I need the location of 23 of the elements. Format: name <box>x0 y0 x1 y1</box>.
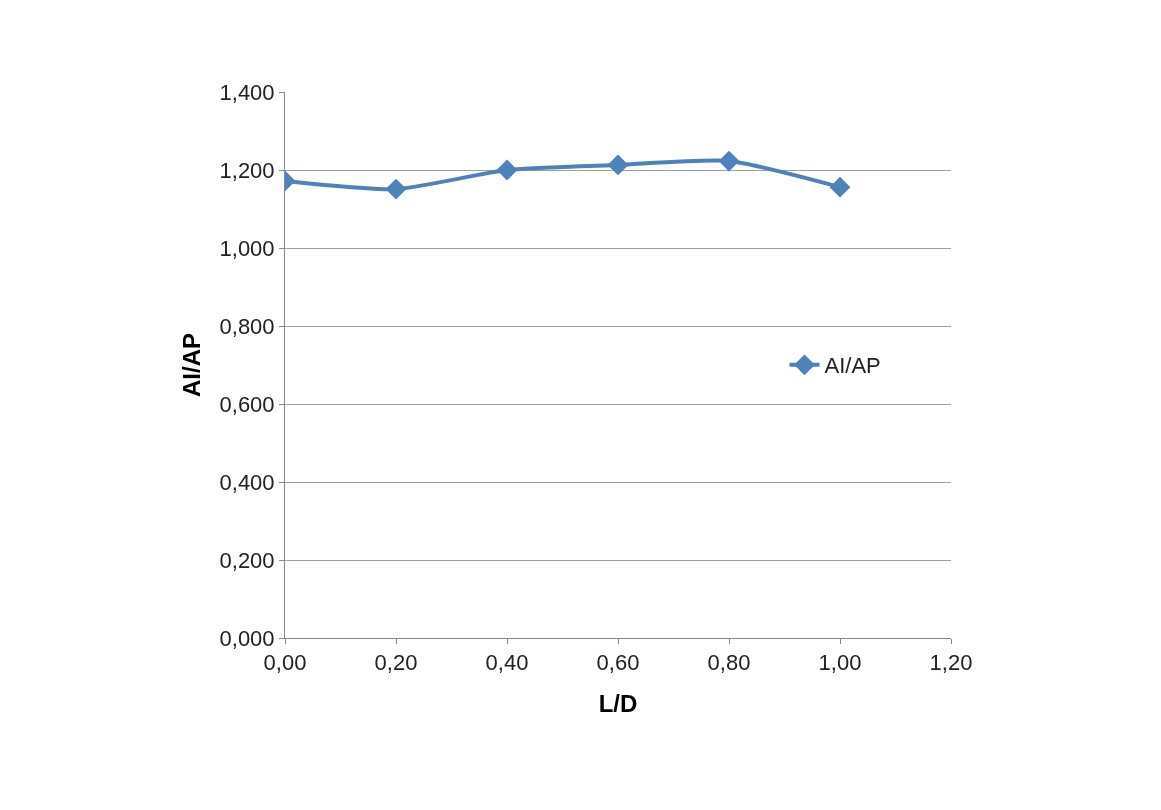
x-tick-label: 0,80 <box>707 650 751 676</box>
x-tick-label: 0,60 <box>596 650 640 676</box>
x-tick-label: 1,00 <box>818 650 862 676</box>
y-tick-label: 1,400 <box>219 79 275 105</box>
point <box>496 159 518 181</box>
y-tick-label: 0,400 <box>219 469 275 495</box>
y-tick-label: 0,200 <box>219 547 275 573</box>
y-tick-label: 1,200 <box>219 157 275 183</box>
y-tick-label: 0,800 <box>219 313 275 339</box>
y-tick-label: 0,600 <box>219 391 275 417</box>
x-axis-title: L/D <box>598 689 638 717</box>
x-tick-label: 0,40 <box>485 650 529 676</box>
point <box>718 150 740 172</box>
point <box>385 178 407 200</box>
x-tick-label: 0,20 <box>374 650 418 676</box>
point <box>607 154 629 176</box>
x-tick-label: 1,20 <box>929 650 973 676</box>
legend-label: AI/AP <box>824 353 881 379</box>
y-axis-title: AI/AP <box>177 332 205 398</box>
y-tick-label: 1,000 <box>219 235 275 261</box>
point <box>829 176 851 198</box>
x-tick-label: 0,00 <box>263 650 307 676</box>
y-tick-label: 0,000 <box>219 625 275 651</box>
